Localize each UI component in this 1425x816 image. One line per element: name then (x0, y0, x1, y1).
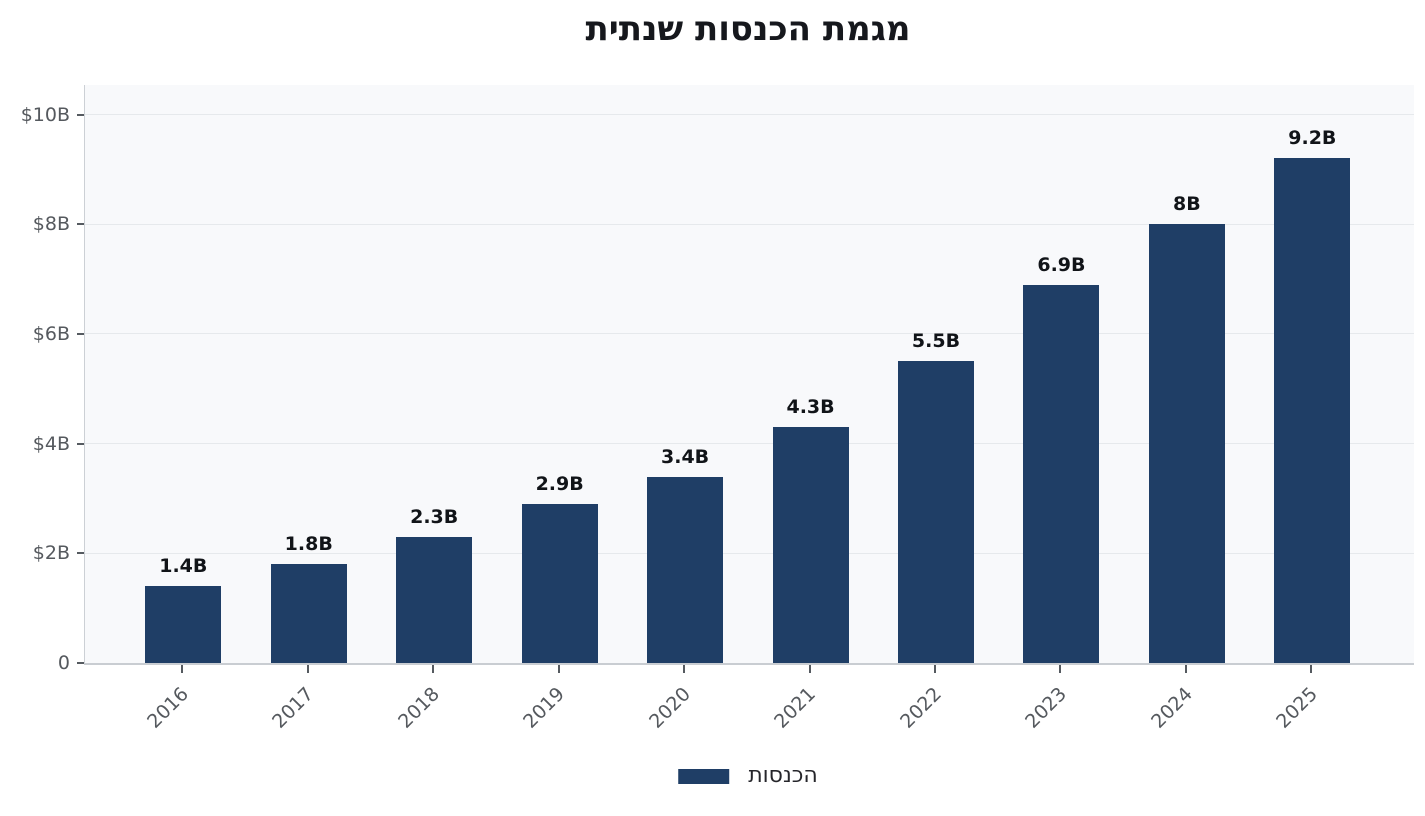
plot-area: 1.4B 1.8B 2.3B 2.9B 3.4B 4.3B 5.5B 6.9B 8B 9.2B (84, 85, 1414, 665)
y-tick-mark (77, 113, 84, 116)
bar-2017 (270, 564, 347, 663)
gridline (85, 114, 1414, 116)
bar-value-label: 6.9B (1037, 253, 1086, 276)
x-tick-label: 2024 (1146, 683, 1197, 733)
bar-2022 (898, 361, 974, 663)
legend: הכנסות (678, 762, 818, 790)
x-tick-label: 2022 (895, 683, 946, 733)
x-tick-mark (1310, 665, 1313, 673)
x-tick-mark (557, 665, 560, 673)
x-tick-mark (1059, 665, 1062, 673)
bar-value-label: 2.9B (535, 472, 584, 495)
x-tick-mark (432, 665, 435, 673)
bar-2023 (1023, 284, 1100, 663)
y-tick-label: 0 (57, 652, 70, 674)
bar-2018 (396, 536, 473, 663)
bar-2025 (1274, 158, 1351, 663)
bar-value-label: 3.4B (661, 445, 710, 468)
x-tick-mark (306, 665, 309, 673)
y-tick-label: $4B (32, 432, 70, 455)
bar-2019 (521, 503, 598, 663)
x-tick-mark (934, 665, 936, 673)
legend-swatch-revenue (678, 768, 730, 784)
x-tick-mark (1184, 665, 1187, 673)
y-tick-mark (77, 662, 84, 664)
x-tick-label: 2017 (268, 683, 319, 733)
bar-value-label: 2.3B (410, 505, 459, 528)
x-tick-label: 2018 (394, 683, 444, 733)
x-tick-label: 2025 (1272, 683, 1322, 733)
y-tick-mark (77, 223, 84, 226)
bar-value-label: 9.2B (1288, 127, 1337, 150)
y-tick-label: $10B (20, 103, 70, 126)
x-tick-label: 2019 (519, 683, 570, 733)
x-tick-label: 2016 (143, 683, 193, 733)
x-tick-mark (683, 665, 686, 673)
x-tick-label: 2021 (770, 683, 821, 733)
y-tick-mark (77, 552, 84, 555)
bar-2016 (145, 586, 222, 663)
x-tick-label: 2023 (1021, 683, 1072, 733)
gridline (85, 443, 1414, 445)
y-tick-mark (77, 442, 84, 445)
gridline (85, 223, 1414, 225)
gridline (85, 552, 1414, 554)
y-tick-label: $6B (32, 322, 70, 345)
y-tick-label: $2B (32, 542, 70, 565)
bar-2021 (772, 427, 849, 663)
bar-2020 (647, 476, 724, 663)
legend-label-revenue: הכנסות (748, 763, 818, 788)
bar-value-label: 1.4B (159, 555, 208, 578)
bar-value-label: 1.8B (284, 533, 333, 556)
x-tick-mark (808, 665, 811, 673)
bar-value-label: 8B (1173, 193, 1201, 216)
chart-title: מגמת הכנסות שנתית (585, 9, 911, 49)
x-tick-mark (181, 665, 184, 673)
gridline (85, 333, 1414, 335)
bar-value-label: 5.5B (911, 330, 961, 353)
y-tick-mark (77, 332, 84, 335)
bar-value-label: 4.3B (786, 396, 835, 419)
x-tick-label: 2020 (644, 683, 695, 733)
y-tick-label: $8B (32, 213, 70, 236)
bar-2024 (1148, 224, 1225, 663)
